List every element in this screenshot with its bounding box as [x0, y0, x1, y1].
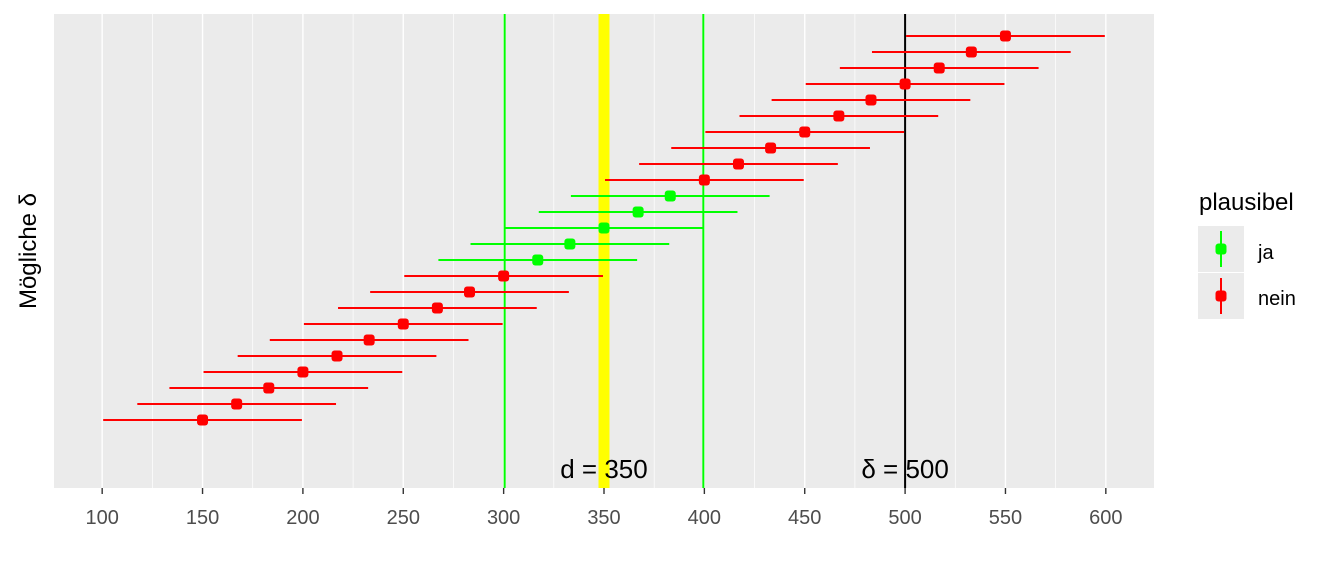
legend: plausibel ja nein [1198, 189, 1296, 319]
point-marker [698, 174, 710, 186]
reference-lines [503, 14, 907, 488]
point-marker [263, 382, 275, 394]
x-tick-label: 500 [888, 507, 921, 529]
annotations: d = 350 δ = 500 [560, 454, 949, 484]
point-marker [799, 126, 811, 138]
annotation-true-delta: δ = 500 [861, 454, 948, 484]
point-marker [965, 46, 977, 58]
point-marker [197, 414, 209, 426]
legend-label-ja: ja [1257, 242, 1274, 264]
x-tick-label: 550 [989, 507, 1022, 529]
x-tick-label: 400 [688, 507, 721, 529]
x-tick-label: 200 [286, 507, 319, 529]
point-marker [532, 254, 544, 266]
point-marker [833, 110, 845, 122]
point-marker [664, 190, 676, 202]
annotation-observed-d: d = 350 [560, 454, 647, 484]
point-marker [899, 78, 911, 90]
legend-title: plausibel [1199, 189, 1294, 216]
point-marker [431, 302, 443, 314]
point-markers [197, 30, 1011, 426]
x-tick-label: 600 [1089, 507, 1122, 529]
point-marker [933, 62, 945, 74]
point-marker [464, 286, 476, 298]
point-marker [363, 334, 375, 346]
point-marker [297, 366, 309, 378]
y-axis-title: Mögliche δ [15, 193, 42, 309]
x-tick-label: 150 [186, 507, 219, 529]
point-marker [999, 30, 1011, 42]
point-marker [498, 270, 510, 282]
point-marker [765, 142, 777, 154]
x-tick-label: 250 [387, 507, 420, 529]
point-marker [632, 206, 644, 218]
point-marker [331, 350, 343, 362]
point-marker [231, 398, 243, 410]
point-marker [865, 94, 877, 106]
legend-label-nein: nein [1258, 288, 1296, 310]
point-marker [598, 222, 610, 234]
point-marker [564, 238, 576, 250]
point-marker [397, 318, 409, 330]
x-tick-label: 350 [587, 507, 620, 529]
legend-key-ja-marker [1215, 243, 1227, 255]
x-tick-label: 450 [788, 507, 821, 529]
point-marker [732, 158, 744, 170]
legend-key-nein-marker [1215, 290, 1227, 302]
x-axis: 100 150 200 250 300 350 400 450 500 550 600 [85, 488, 1123, 529]
x-tick-label: 100 [85, 507, 118, 529]
x-tick-label: 300 [487, 507, 520, 529]
